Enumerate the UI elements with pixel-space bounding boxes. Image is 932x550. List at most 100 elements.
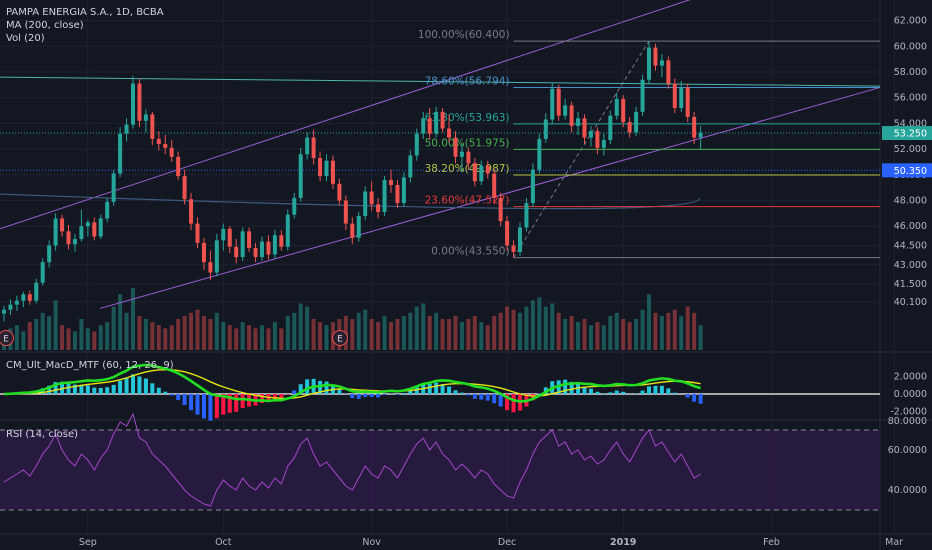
price-tick-label: 46.000: [894, 221, 927, 232]
candle-body: [66, 231, 71, 245]
volume-bar: [60, 325, 65, 350]
rsi-tick-label: 60.0000: [888, 445, 927, 456]
macd-histogram-bar: [363, 394, 368, 398]
fibonacci-retracement: 100.00%(60.400) 78.60%(56.794) 61.80%(53.9…: [418, 29, 880, 259]
candle-body: [647, 47, 651, 80]
volume-bar: [79, 319, 84, 350]
macd-histogram-bar: [189, 394, 194, 411]
candle-body: [698, 133, 703, 138]
macd-histogram-bar: [60, 381, 65, 394]
candle-body: [60, 218, 65, 232]
volume-bar: [189, 312, 194, 350]
candle-body: [472, 163, 477, 182]
volume-bar: [260, 325, 264, 350]
volume-bar: [627, 322, 632, 350]
volume-bar: [285, 315, 290, 350]
candle-body: [518, 227, 522, 252]
macd-histogram-bar: [234, 394, 239, 412]
volume-bar: [653, 312, 658, 350]
price-tick-label: 54.000: [894, 118, 927, 129]
candle-body: [163, 143, 168, 148]
candle-body: [505, 221, 510, 246]
candle-body: [234, 246, 239, 258]
macd-histogram-bar: [634, 393, 639, 394]
candle-body: [131, 83, 135, 125]
macd-histogram-bar: [240, 394, 245, 409]
macd-histogram-bar: [85, 385, 90, 394]
volume-bar: [576, 322, 581, 350]
volume-bar: [582, 319, 587, 350]
volume-bar: [601, 325, 606, 350]
macd-histogram-bar: [434, 382, 439, 394]
candle-body: [634, 111, 639, 133]
volume-bar: [124, 312, 129, 350]
candle-body: [298, 154, 303, 198]
volume-bar: [414, 306, 419, 350]
volume-bar: [40, 312, 45, 350]
volume-bar: [666, 312, 671, 350]
volume-bar: [182, 315, 187, 350]
rsi-line: [3, 412, 701, 507]
macd-histogram-bar: [156, 387, 161, 394]
macd-histogram-bar: [272, 394, 277, 400]
volume-bar: [169, 325, 174, 350]
candle-body: [434, 111, 439, 134]
macd-histogram-bar: [266, 394, 271, 403]
candle-body: [240, 231, 245, 258]
candle-body: [92, 222, 97, 237]
candle-body: [389, 179, 393, 186]
volume-bar: [240, 322, 245, 350]
candle-body: [563, 105, 568, 116]
volume-bar: [324, 325, 329, 350]
candle-body: [485, 165, 490, 174]
rsi-overbought-oversold-band: [0, 430, 880, 510]
volume-bar: [376, 322, 381, 350]
price-tick-label: 40.100: [894, 297, 927, 308]
volume-bar: [588, 325, 593, 350]
volume-bar: [21, 331, 26, 350]
candle-body: [266, 241, 271, 255]
macd-histogram-bar: [143, 378, 148, 394]
volume-bar: [421, 303, 426, 350]
candle-body: [614, 98, 619, 116]
macd-histogram-bar: [376, 394, 381, 398]
volume-bar: [498, 312, 503, 350]
macd-legend: CM_Ult_MacD_MTF (60, 12, 26, 9): [6, 360, 174, 371]
macd-histogram-bar: [176, 394, 181, 401]
macd-histogram-bar: [401, 392, 406, 394]
price-tick-label: 58.000: [894, 67, 927, 78]
macd-histogram-bar: [395, 394, 400, 395]
macd-histogram-bar: [511, 394, 516, 413]
candle-body: [498, 197, 503, 222]
volume-bar: [272, 322, 277, 350]
resistance-line: [0, 76, 881, 87]
volume-bar: [298, 303, 303, 350]
fib-level-label: 78.60%(56.794): [425, 75, 510, 87]
volume-bar: [27, 322, 32, 350]
volume-bar: [47, 315, 52, 350]
volume-bar: [118, 294, 123, 350]
candle-body: [679, 87, 684, 108]
candle-body: [653, 47, 658, 66]
volume-bar: [453, 315, 458, 350]
macd-histogram-bar: [47, 385, 52, 394]
macd-line: [3, 363, 701, 403]
candle-body: [466, 151, 471, 164]
macd-histogram-bar: [111, 384, 116, 394]
candle-body: [214, 240, 219, 273]
macd-histogram-bar: [72, 384, 77, 394]
volume-bar: [311, 319, 316, 350]
candle-body: [182, 176, 187, 200]
volume-bar: [485, 325, 490, 350]
volume-bar: [569, 315, 574, 350]
volume-bar: [614, 312, 619, 350]
volume-bar: [634, 319, 639, 350]
candle-body: [569, 105, 574, 126]
volume-bar: [143, 319, 148, 350]
volume-bar: [440, 319, 445, 350]
symbol-title: PAMPA ENERGIA S.A., 1D, BCBA: [6, 7, 164, 18]
candle-body: [582, 118, 587, 138]
volume-bar: [221, 322, 226, 350]
